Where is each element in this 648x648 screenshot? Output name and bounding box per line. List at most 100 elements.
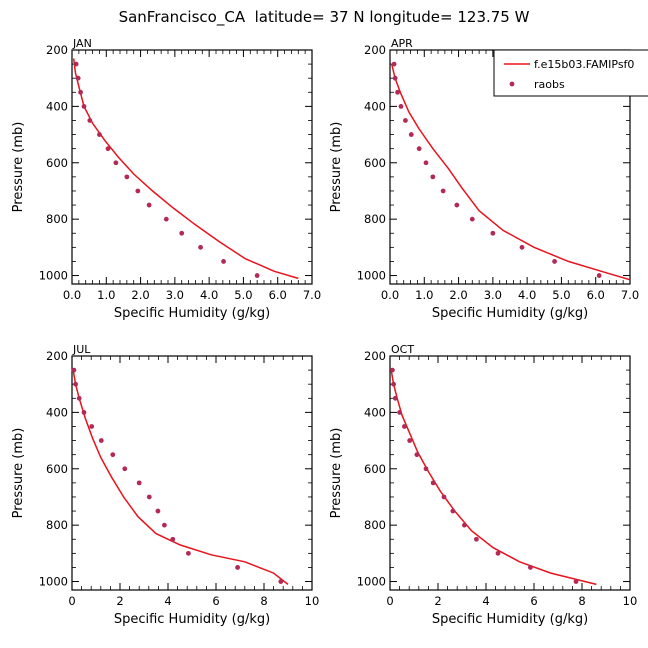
x-tick-label: 10 [623,594,638,608]
raobs-point [73,381,78,387]
x-tick-label: 1.0 [415,288,433,302]
x-tick-label: 0.0 [63,288,81,302]
raobs-point [89,424,95,429]
y-tick-label: 400 [364,405,386,419]
raobs-point [462,522,467,528]
raobs-point [573,579,579,584]
raobs-point [423,160,429,166]
raobs-point [528,565,533,570]
raobs-point [198,244,203,250]
x-tick-label: 1.0 [97,288,115,302]
raobs-point [78,89,83,95]
legend: f.e15b03.FAMIPsf0 raobs [493,49,648,97]
raobs-point [163,216,169,222]
raobs-point [170,536,176,542]
x-tick-label: 6.0 [587,288,605,302]
raobs-point [552,259,557,264]
raobs-point [408,132,414,137]
y-tick-label: 800 [46,518,68,532]
y-tick-label: 200 [364,349,386,363]
raobs-point [124,174,130,180]
x-tick-label: 7.0 [303,288,321,302]
raobs-point [155,508,161,514]
x-tick-label: 10 [305,594,320,608]
raobs-point [391,381,396,387]
raobs-point [135,188,141,194]
y-tick-label: 600 [46,462,68,476]
x-tick-label: 5.0 [234,288,252,302]
x-tick-label: 6.0 [269,288,287,302]
legend-point-swatch [509,81,515,87]
raobs-point [179,230,185,236]
y-tick-label: 400 [364,99,386,113]
model-profile-line [390,63,630,281]
raobs-point [430,480,436,486]
x-tick-label: 7.0 [621,288,639,302]
x-axis-label: Specific Humidity (g/kg) [432,612,588,627]
y-tick-label: 400 [46,99,68,113]
x-tick-label: 2 [116,594,123,608]
x-tick-label: 4 [164,594,171,608]
raobs-point [450,508,456,514]
chart-panel-jul: JUL 0 2 4 6 8 10 200 400 600 800 1000 Specific Humid… [11,343,319,627]
y-tick-label: 800 [46,212,68,226]
panel-label: OCT [391,343,414,356]
raobs-point [390,367,395,373]
raobs-point [397,409,402,415]
y-tick-label: 800 [364,212,386,226]
y-axis-label: Pressure (mb) [11,122,26,213]
raobs-point [402,424,407,429]
raobs-point [407,438,413,443]
y-tick-label: 1000 [357,269,386,283]
x-tick-label: 2 [434,594,441,608]
raobs-point [97,132,102,137]
raobs-point [474,536,479,542]
y-tick-label: 200 [46,349,68,363]
model-profile-line [390,369,597,586]
raobs-point [416,146,422,152]
x-tick-label: 0 [386,594,393,608]
raobs-point [519,244,525,250]
raobs-point [98,438,104,443]
legend-box [493,49,648,97]
raobs-point [440,188,446,194]
y-tick-label: 600 [364,156,386,170]
model-profile-line [72,369,289,585]
raobs-point [221,259,226,264]
y-axis-label: Pressure (mb) [329,428,344,519]
raobs-point [71,367,77,373]
raobs-point [454,202,460,208]
raobs-point [414,452,420,458]
raobs-point [392,395,398,401]
raobs-point [113,160,119,166]
raobs-point [81,409,87,415]
raobs-point [254,273,260,278]
x-tick-label: 8 [578,594,585,608]
x-axis-label: Specific Humidity (g/kg) [432,306,588,321]
raobs-point [122,466,128,472]
y-tick-label: 1000 [39,575,68,589]
x-tick-label: 4.0 [518,288,536,302]
y-tick-label: 400 [46,405,68,419]
y-tick-label: 800 [364,518,386,532]
raobs-point [235,565,241,570]
x-tick-label: 4.0 [200,288,218,302]
y-tick-label: 200 [364,43,386,57]
y-tick-label: 600 [364,462,386,476]
raobs-point [105,146,111,152]
x-tick-label: 2.0 [131,288,149,302]
y-tick-label: 200 [46,43,68,57]
raobs-point [392,75,398,81]
x-tick-label: 0 [68,594,75,608]
y-tick-label: 600 [46,156,68,170]
chart-panel-jan: JAN 0.0 1.0 2.0 3.0 4.0 5.0 6.0 7.0 200 400 600 800 1… [11,37,321,321]
chart-panel-oct: OCT 0 2 4 6 8 10 200 400 600 800 1000 Specific Humid… [329,343,637,627]
model-profile-line [72,58,299,280]
raobs-point [146,202,152,208]
raobs-point [391,61,397,67]
raobs-point [395,89,400,95]
raobs-point [403,118,408,123]
main-title: SanFrancisco_CA latitude= 37 N longitude… [119,8,530,27]
